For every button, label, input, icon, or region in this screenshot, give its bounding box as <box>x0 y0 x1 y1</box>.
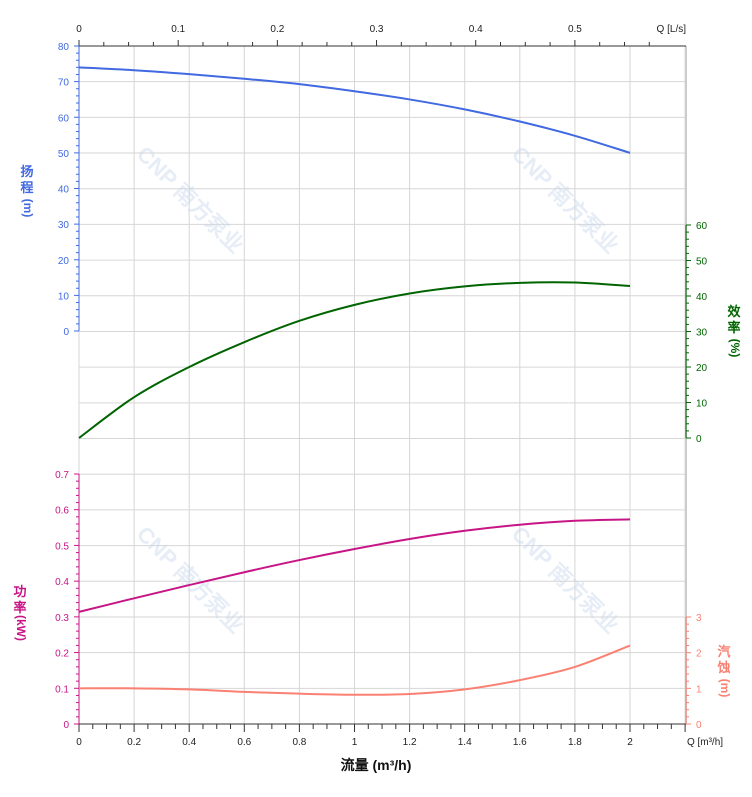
watermark-logo: CNP 南方泵业 <box>132 141 249 258</box>
x-tick-label: 1.4 <box>458 737 472 748</box>
top-tick-label: 0.5 <box>568 24 582 35</box>
efficiency-tick-label: 60 <box>696 221 708 232</box>
head-axis-title-unit: (m) <box>21 199 35 218</box>
power-tick-label: 0.7 <box>55 470 69 481</box>
top-unit-label: Q [L/s] <box>657 24 687 35</box>
npsh-axis-title-unit: (m) <box>718 679 732 698</box>
npsh-tick-label: 3 <box>696 613 702 624</box>
x-tick-label: 1.2 <box>403 737 417 748</box>
head-curve <box>78 66 631 154</box>
x-tick-label: 2 <box>627 737 633 748</box>
head-axis-title-char: 程 <box>20 180 33 195</box>
efficiency-tick-label: 0 <box>696 434 702 445</box>
efficiency-tick-label: 20 <box>696 363 708 374</box>
x-tick-label: 0.4 <box>182 737 196 748</box>
efficiency-tick-label: 30 <box>696 328 708 339</box>
npsh-curve <box>78 644 631 696</box>
power-tick-label: 0.2 <box>55 649 69 660</box>
x-tick-label: 0.8 <box>292 737 306 748</box>
head-tick-label: 80 <box>58 42 70 53</box>
top-tick-label: 0.1 <box>171 24 185 35</box>
x-axis-title: 流量 (m³/h) <box>340 757 412 773</box>
power-curve <box>78 518 631 613</box>
npsh-tick-label: 0 <box>696 720 702 731</box>
npsh-tick-label: 2 <box>696 649 702 660</box>
efficiency-axis-title-unit: (%) <box>728 339 742 358</box>
head-tick-label: 10 <box>58 291 70 302</box>
head-tick-label: 50 <box>58 149 70 160</box>
x-tick-label: 0.6 <box>237 737 251 748</box>
efficiency-curve <box>78 281 631 439</box>
x-tick-label: 0.2 <box>127 737 141 748</box>
power-tick-label: 0.1 <box>55 684 69 695</box>
head-tick-label: 30 <box>58 220 70 231</box>
top-tick-label: 0.4 <box>469 24 483 35</box>
npsh-tick-label: 1 <box>696 684 702 695</box>
x-unit-label: Q [m³/h] <box>687 737 723 748</box>
head-tick-label: 40 <box>58 185 70 196</box>
x-tick-label: 0 <box>76 737 82 748</box>
efficiency-axis-title-char: 率 <box>727 320 740 335</box>
power-axis-title-char: 率 <box>13 600 26 615</box>
top-tick-label: 0 <box>76 24 82 35</box>
power-axis-title-char: 功 <box>13 584 26 599</box>
power-tick-label: 0.5 <box>55 541 69 552</box>
power-tick-label: 0.4 <box>55 577 69 588</box>
head-axis-title-char: 扬 <box>20 164 33 179</box>
head-tick-label: 0 <box>63 327 69 338</box>
top-tick-label: 0.3 <box>370 24 384 35</box>
efficiency-tick-label: 50 <box>696 257 708 268</box>
efficiency-tick-label: 10 <box>696 399 708 410</box>
power-axis-title-unit: (kW) <box>14 615 28 641</box>
efficiency-axis-title-char: 效 <box>727 304 741 319</box>
efficiency-tick-label: 40 <box>696 292 708 303</box>
watermark-logo: CNP 南方泵业 <box>132 521 249 638</box>
npsh-axis-title-char: 汽 <box>717 644 730 659</box>
npsh-axis-title-char: 蚀 <box>716 660 730 675</box>
power-tick-label: 0.3 <box>55 613 69 624</box>
power-tick-label: 0.6 <box>55 506 69 517</box>
watermark-logo: CNP 南方泵业 <box>507 521 624 638</box>
head-tick-label: 70 <box>58 78 70 89</box>
power-tick-label: 0 <box>63 720 69 731</box>
head-tick-label: 20 <box>58 256 70 267</box>
x-tick-label: 1.6 <box>513 737 527 748</box>
x-tick-label: 1.8 <box>568 737 582 748</box>
x-tick-label: 1 <box>352 737 358 748</box>
watermark-logo: CNP 南方泵业 <box>507 141 624 258</box>
top-tick-label: 0.2 <box>270 24 284 35</box>
head-tick-label: 60 <box>58 113 70 124</box>
